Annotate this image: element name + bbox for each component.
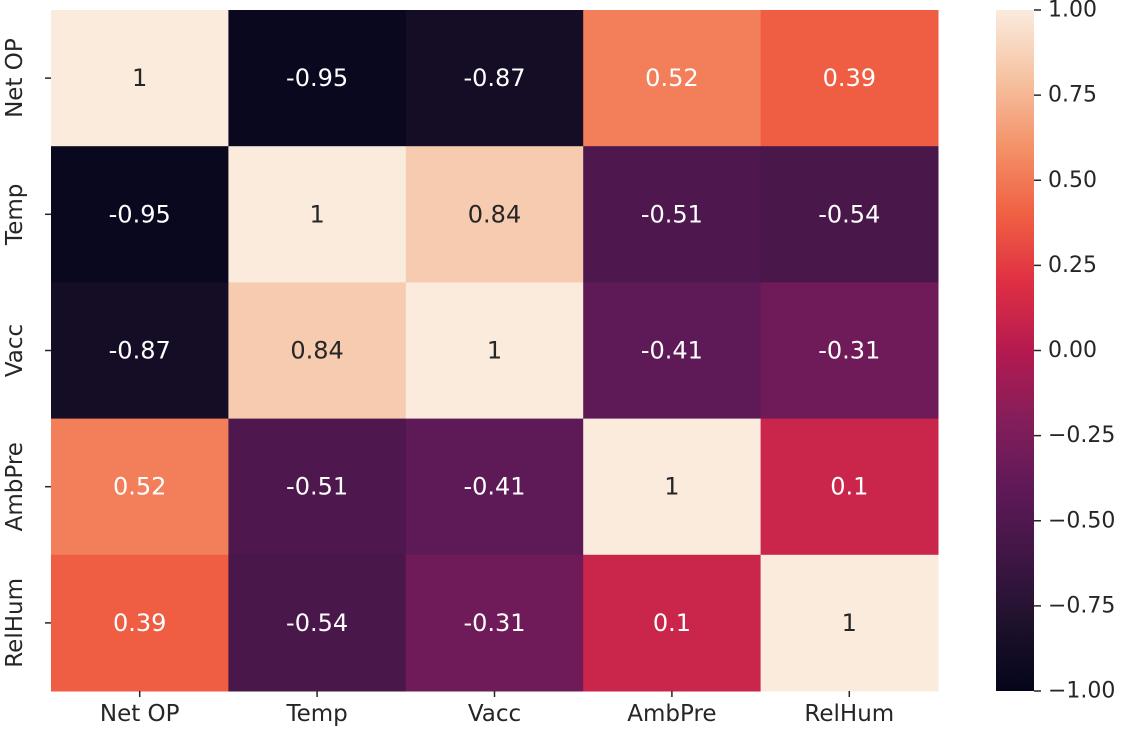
x-tick-label: Net OP	[100, 701, 180, 727]
cell-annotation: -0.51	[641, 200, 703, 228]
y-tick-label: AmbPre	[2, 442, 28, 531]
colorbar-tick-label: −0.75	[1048, 593, 1115, 618]
heatmap-cell	[228, 418, 407, 556]
heatmap-cell	[405, 146, 584, 283]
colorbar-tick-label: −0.50	[1048, 508, 1115, 533]
cell-annotation: 0.84	[468, 200, 521, 228]
cell-annotation: -0.41	[463, 473, 525, 501]
heatmap-cell	[405, 282, 584, 420]
heatmap-cell	[583, 554, 762, 692]
heatmap-cell	[51, 554, 229, 692]
cell-annotation: 0.52	[645, 64, 698, 92]
cell-annotation: 0.1	[653, 609, 691, 637]
y-axis: Net OP Temp Vacc AmbPre RelHum	[2, 38, 51, 668]
cell-annotation: -0.31	[818, 337, 880, 365]
heatmap-cell	[405, 418, 584, 556]
heatmap-cell	[583, 10, 762, 147]
y-tick-label: Net OP	[2, 38, 28, 118]
colorbar-tick-label: 0.50	[1048, 168, 1097, 193]
x-tick-label: Temp	[285, 701, 347, 727]
heatmap-cell	[51, 10, 229, 147]
heatmap-cell	[405, 10, 584, 147]
cell-annotation: 0.52	[113, 473, 166, 501]
cell-annotation: -0.95	[286, 64, 348, 92]
heatmap-cell	[760, 554, 939, 692]
heatmap-annotations: 1 -0.95 -0.87 0.52 0.39 -0.95 1 0.84 -0.51 -0.54 -…	[109, 64, 881, 637]
heatmap-cell	[583, 146, 762, 283]
cell-annotation: 0.1	[830, 473, 868, 501]
cell-annotation: -0.54	[818, 200, 880, 228]
cell-annotation: -0.54	[286, 609, 348, 637]
cell-annotation: 0.39	[113, 609, 166, 637]
heatmap-cell	[51, 282, 229, 420]
heatmap-cell	[760, 146, 939, 283]
heatmap-cell	[760, 10, 939, 147]
cell-annotation: 1	[309, 200, 324, 228]
x-tick-label: RelHum	[804, 701, 894, 727]
cell-annotation: 0.84	[290, 337, 343, 365]
y-tick-label: Temp	[2, 184, 28, 246]
cell-annotation: -0.87	[109, 337, 171, 365]
heatmap-cell	[51, 418, 229, 556]
heatmap-cell	[760, 418, 939, 556]
cell-annotation: 1	[842, 609, 857, 637]
heatmap-cell	[405, 554, 584, 692]
heatmap-cell	[583, 282, 762, 420]
cell-annotation: -0.87	[463, 64, 525, 92]
cell-annotation: 1	[487, 337, 502, 365]
cell-annotation: 1	[664, 473, 679, 501]
cell-annotation: -0.95	[109, 200, 171, 228]
colorbar-gradient	[996, 10, 1034, 691]
colorbar-tick-label: −0.25	[1048, 423, 1115, 448]
heatmap-cells	[51, 10, 939, 692]
heatmap-cell	[228, 554, 407, 692]
heatmap-cell	[228, 146, 407, 283]
heatmap-cell	[583, 418, 762, 556]
heatmap-cell	[51, 146, 229, 283]
heatmap-cell	[228, 10, 407, 147]
colorbar-tick-label: 0.25	[1048, 253, 1097, 278]
cell-annotation: -0.51	[286, 473, 348, 501]
cell-annotation: 1	[132, 64, 147, 92]
cell-annotation: 0.39	[823, 64, 876, 92]
heatmap-cell	[228, 282, 407, 420]
heatmap-cell	[760, 282, 939, 420]
x-axis: Net OP Temp Vacc AmbPre RelHum	[100, 691, 894, 727]
cell-annotation: -0.31	[463, 609, 525, 637]
y-tick-label: RelHum	[2, 578, 28, 668]
colorbar-tick-label: −1.00	[1048, 679, 1115, 704]
x-tick-label: Vacc	[468, 701, 521, 727]
y-tick-label: Vacc	[2, 324, 28, 377]
colorbar-tick-label: 1.00	[1048, 0, 1097, 23]
cell-annotation: -0.41	[641, 337, 703, 365]
colorbar-tick-label: 0.75	[1048, 83, 1097, 108]
colorbar-tick-label: 0.00	[1048, 338, 1097, 363]
x-tick-label: AmbPre	[627, 701, 716, 727]
colorbar: 1.00 0.75 0.50 0.25 0.00 −0.25 −0.50 −0.75 −1.00	[996, 0, 1115, 704]
